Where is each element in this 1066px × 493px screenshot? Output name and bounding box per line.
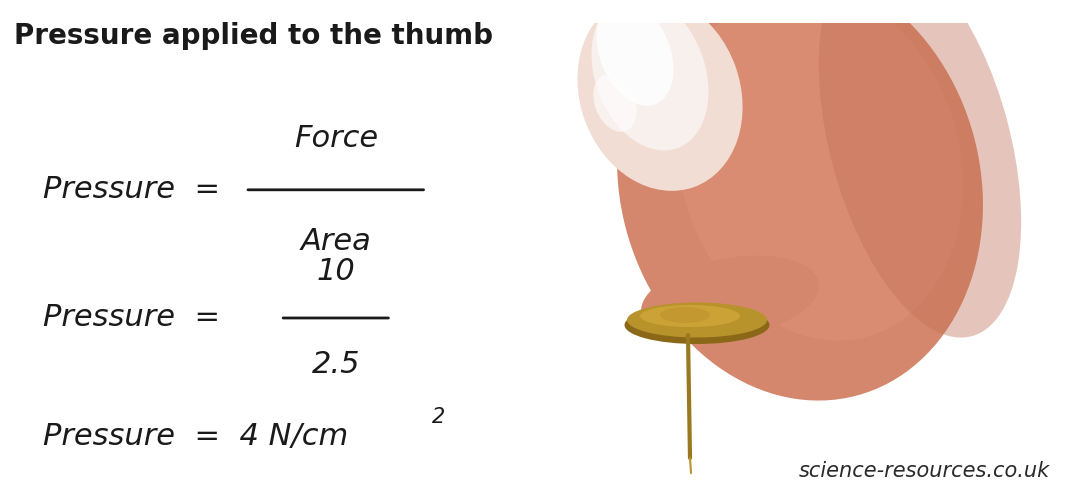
Ellipse shape xyxy=(592,0,709,150)
Text: science-resources.co.uk: science-resources.co.uk xyxy=(798,460,1050,481)
Ellipse shape xyxy=(660,307,710,323)
Ellipse shape xyxy=(640,305,740,327)
Ellipse shape xyxy=(641,256,819,340)
Text: Pressure applied to the thumb: Pressure applied to the thumb xyxy=(14,22,492,50)
Ellipse shape xyxy=(819,0,1021,338)
Text: Pressure  =: Pressure = xyxy=(43,304,229,332)
Text: Force: Force xyxy=(294,124,377,152)
Ellipse shape xyxy=(627,303,768,338)
Text: Pressure  =: Pressure = xyxy=(43,176,229,204)
Text: 2: 2 xyxy=(432,407,445,426)
Ellipse shape xyxy=(625,306,770,344)
Text: 10: 10 xyxy=(317,257,355,285)
Bar xyxy=(560,0,1066,23)
Ellipse shape xyxy=(597,0,674,106)
Text: Area: Area xyxy=(301,227,371,256)
Ellipse shape xyxy=(594,74,636,132)
Ellipse shape xyxy=(578,0,743,191)
Ellipse shape xyxy=(677,0,963,341)
Text: 2.5: 2.5 xyxy=(311,351,360,379)
Ellipse shape xyxy=(617,0,983,400)
Text: Pressure  =  4 N/cm: Pressure = 4 N/cm xyxy=(43,422,348,451)
